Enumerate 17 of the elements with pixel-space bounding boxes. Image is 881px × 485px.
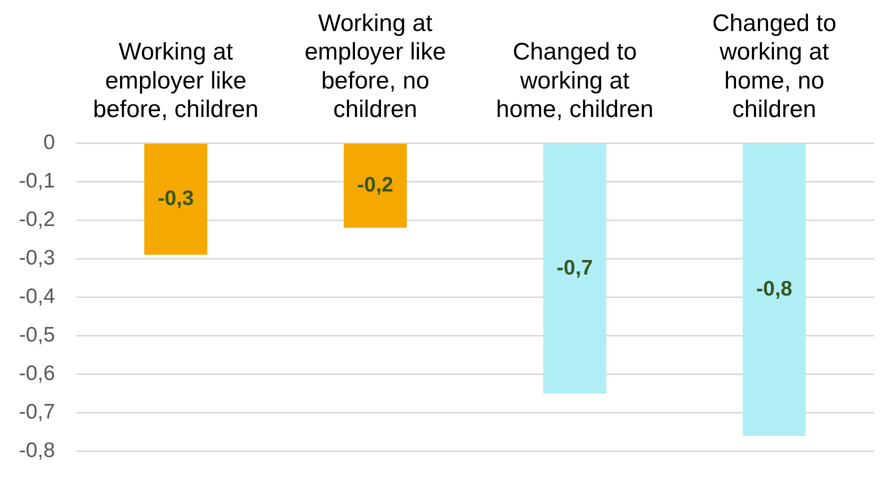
x-tick-label: Working at employer like before, no children	[304, 10, 446, 124]
x-tick-label: Changed to working at home, children	[496, 38, 654, 124]
y-tick-label: -0,1	[18, 169, 55, 192]
y-tick-label: -0,4	[18, 284, 56, 308]
data-label: -0,3	[158, 187, 194, 210]
data-label: -0,7	[556, 256, 593, 280]
data-label: -0,8	[756, 278, 793, 301]
x-tick-label: Changed to working at home, no children	[712, 10, 836, 124]
data-label: -0,2	[357, 174, 394, 197]
y-tick-label: -0,2	[18, 208, 55, 231]
y-tick-label: -0,7	[18, 400, 55, 424]
y-tick-label: 0	[43, 130, 55, 154]
y-tick-label: -0,6	[18, 362, 55, 386]
y-tick-label: -0,8	[18, 439, 55, 462]
y-tick-label: -0,5	[18, 324, 55, 347]
x-tick-label: Working at employer like before, children	[93, 38, 258, 124]
y-tick-label: -0,3	[18, 246, 55, 270]
